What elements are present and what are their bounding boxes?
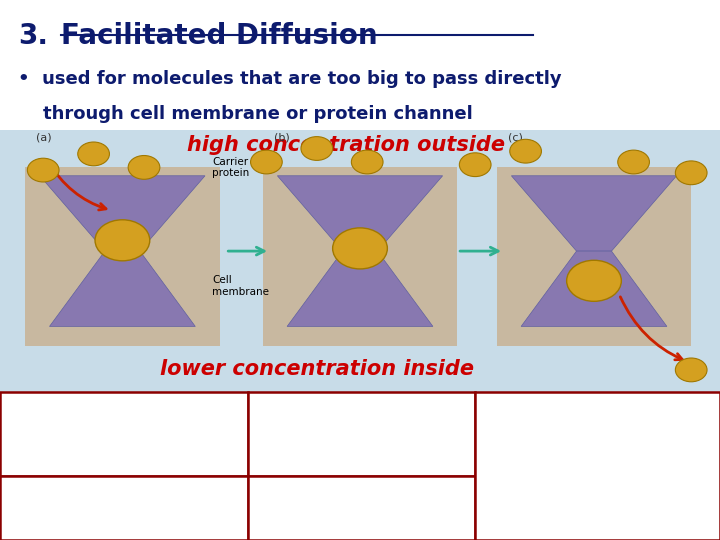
Text: Carrier
protein: Carrier protein (212, 157, 250, 178)
Text: a) molecule bounces
    into a specific
    carrier protein: a) molecule bounces into a specific carr… (11, 396, 204, 461)
Circle shape (95, 220, 150, 261)
Text: lower concentration inside: lower concentration inside (160, 359, 474, 379)
FancyBboxPatch shape (0, 392, 248, 476)
Text: 3.: 3. (18, 22, 48, 50)
Circle shape (567, 260, 621, 301)
PathPatch shape (287, 251, 433, 326)
Text: c) carrier changes
    shape & flips
    over, bringing
    molecule into
    ce: c) carrier changes shape & flips over, b… (486, 396, 655, 508)
PathPatch shape (40, 176, 205, 251)
PathPatch shape (277, 176, 443, 251)
Circle shape (351, 150, 383, 174)
FancyBboxPatch shape (0, 130, 720, 392)
Text: (a): (a) (36, 132, 52, 143)
Text: (b): (b) (274, 132, 289, 143)
Text: high concentration outside: high concentration outside (186, 135, 505, 155)
Circle shape (251, 150, 282, 174)
Text: b) carrier protein
      binds molecule: b) carrier protein binds molecule (259, 396, 435, 437)
FancyBboxPatch shape (25, 167, 220, 346)
Circle shape (128, 156, 160, 179)
PathPatch shape (521, 251, 667, 326)
Text: Cell
membrane: Cell membrane (212, 275, 269, 297)
Circle shape (618, 150, 649, 174)
Text: through cell membrane or protein channel: through cell membrane or protein channel (18, 105, 473, 123)
PathPatch shape (50, 251, 195, 326)
FancyBboxPatch shape (497, 167, 691, 346)
Text: Facilitated Diffusion: Facilitated Diffusion (61, 22, 378, 50)
FancyBboxPatch shape (475, 392, 720, 540)
Circle shape (675, 161, 707, 185)
Circle shape (333, 228, 387, 269)
Circle shape (675, 358, 707, 382)
FancyBboxPatch shape (248, 392, 475, 476)
Circle shape (27, 158, 59, 182)
Circle shape (510, 139, 541, 163)
Text: (c): (c) (508, 132, 523, 143)
Text: d) carrier protein
    resumes its shape: d) carrier protein resumes its shape (11, 481, 204, 522)
FancyBboxPatch shape (248, 476, 475, 540)
Text: •  used for molecules that are too big to pass directly: • used for molecules that are too big to… (18, 70, 562, 88)
Circle shape (459, 153, 491, 177)
FancyBboxPatch shape (263, 167, 457, 346)
Circle shape (301, 137, 333, 160)
FancyBboxPatch shape (0, 476, 248, 540)
PathPatch shape (511, 176, 677, 251)
Circle shape (78, 142, 109, 166)
